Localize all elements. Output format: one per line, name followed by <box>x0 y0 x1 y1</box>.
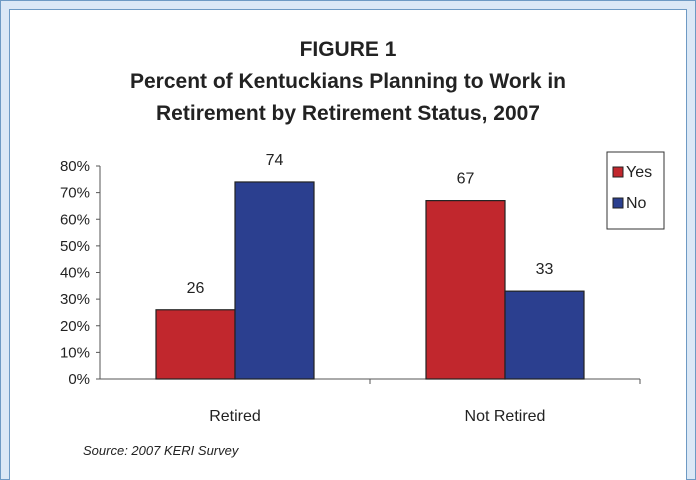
figure-title: FIGURE 1 Percent of Kentuckians Planning… <box>10 34 686 130</box>
y-tick-label: 0% <box>68 371 90 388</box>
x-tick-label: Retired <box>209 408 261 425</box>
legend-swatch-yes <box>612 166 624 178</box>
legend-label-yes: Yes <box>626 164 652 181</box>
legend-label-no: No <box>626 195 647 212</box>
y-tick-label: 70% <box>60 185 90 202</box>
bar-no-not-retired <box>504 290 585 380</box>
y-tick-label: 80% <box>60 158 90 175</box>
x-tick-label: Not Retired <box>465 408 546 425</box>
y-tick-label: 10% <box>60 344 90 361</box>
figure-label: FIGURE 1 <box>299 38 397 61</box>
bar-yes-not-retired <box>425 200 506 380</box>
title-line-1: Percent of Kentuckians Planning to Work … <box>129 70 566 93</box>
bar-no-retired <box>234 181 315 380</box>
y-tick-label: 20% <box>60 318 90 335</box>
source-note: Source: 2007 KERI Survey <box>83 443 239 458</box>
legend-swatch-no <box>612 197 624 209</box>
title-line-2: Retirement by Retirement Status, 2007 <box>156 102 540 125</box>
y-tick-label: 50% <box>60 238 90 255</box>
legend-box <box>606 151 665 230</box>
y-tick-label: 30% <box>60 291 90 308</box>
data-label: 26 <box>187 280 205 297</box>
data-label: 74 <box>266 152 284 169</box>
data-label: 67 <box>457 171 475 188</box>
data-label: 33 <box>536 261 554 278</box>
y-tick-label: 40% <box>60 265 90 282</box>
y-tick-label: 60% <box>60 211 90 228</box>
figure-panel: FIGURE 1 Percent of Kentuckians Planning… <box>9 9 687 480</box>
bar-yes-retired <box>155 309 236 380</box>
